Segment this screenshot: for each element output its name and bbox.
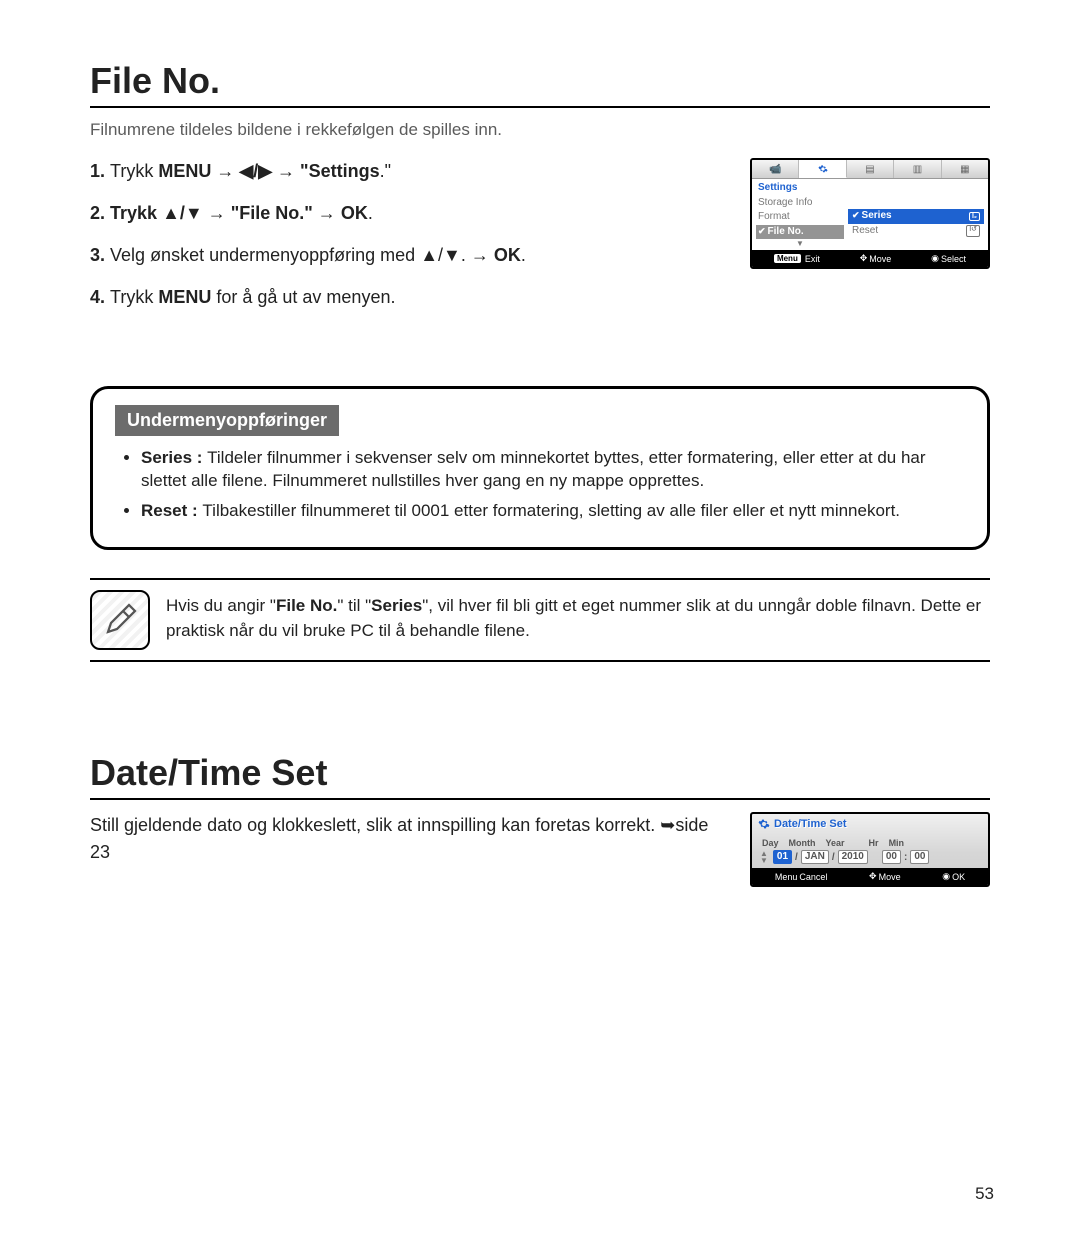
lcd-tab-3-icon: ▤	[847, 160, 894, 178]
value-day: 01	[773, 850, 792, 864]
lcd-menu-head: Settings	[756, 181, 844, 196]
section2-title: Date/Time Set	[90, 752, 990, 794]
lcd-tab-5-icon: ▦	[942, 160, 988, 178]
value-hr: 00	[882, 850, 901, 864]
lcd-down-arrow-icon: ▼	[756, 239, 844, 248]
lcd-tab-video-icon: 📹	[752, 160, 799, 178]
note-icon	[90, 590, 150, 650]
reset-indicator-icon: I↺	[966, 225, 980, 238]
page-number: 53	[975, 1184, 994, 1204]
gear-icon	[758, 818, 770, 830]
down-arrow-icon: ▼	[760, 857, 768, 864]
step-3: Velg ønsket undermenyoppføring med ▲/▼. …	[90, 242, 726, 270]
section2-text: Still gjeldende dato og klokkeslett, sli…	[90, 812, 726, 866]
lcd-datetime-screenshot: Date/Time Set Day Month Year Hr Min ▲▼ 0…	[750, 812, 990, 887]
section1-intro: Filnumrene tildeles bildene i rekkefølge…	[90, 120, 990, 140]
section1-rule	[90, 106, 990, 108]
step-4: Trykk MENU for å gå ut av menyen.	[90, 284, 726, 312]
value-year: 2010	[838, 850, 868, 864]
lcd2-values-row: ▲▼ 01 / JAN / 2010 00 : 00	[752, 850, 988, 868]
ok-icon: ◉	[942, 871, 950, 882]
lcd-tab-4-icon: ▥	[894, 160, 941, 178]
lcd-submenu-series: ✔Series I₂	[848, 209, 984, 224]
lcd-menu-row-format: Format	[756, 210, 844, 225]
submenu-item-reset: Reset : Tilbakestiller filnummeret til 0…	[141, 499, 965, 523]
lcd2-footer: MenuCancel ✥Move ◉OK	[752, 868, 988, 885]
move-icon: ✥	[869, 871, 877, 882]
lcd-submenu-reset: Reset I↺	[848, 224, 984, 239]
submenu-box: Undermenyoppføringer Series : Tildeler f…	[90, 386, 990, 550]
lcd-menu-row-fileno: ✔File No.	[756, 225, 844, 240]
lcd2-title: Date/Time Set	[774, 818, 847, 830]
lcd2-labels-row: Day Month Year Hr Min	[752, 832, 988, 850]
lcd-settings-screenshot: 📹 ▤ ▥ ▦ Settings Storage Info Format ✔Fi…	[750, 158, 990, 269]
submenu-item-series: Series : Tildeler filnummer i sekvenser …	[141, 446, 965, 494]
value-min: 00	[910, 850, 929, 864]
move-icon: ✥	[860, 253, 868, 264]
lcd-tab-gear-icon	[799, 160, 846, 178]
step-2: Trykk ▲/▼ → "File No." → OK.	[90, 200, 726, 228]
lcd-menu-row-storage: Storage Info	[756, 196, 844, 211]
section2-rule	[90, 798, 990, 800]
steps-list: Trykk MENU → ◀/▶ → "Settings." Trykk ▲/▼…	[90, 158, 726, 312]
step-1: Trykk MENU → ◀/▶ → "Settings."	[90, 158, 726, 186]
note-row: Hvis du angir "File No." til "Series", v…	[90, 578, 990, 662]
submenu-box-title: Undermenyoppføringer	[115, 405, 339, 436]
section1-title: File No.	[90, 60, 990, 102]
lcd-footer: MenuExit ✥Move ◉Select	[752, 250, 988, 267]
select-icon: ◉	[931, 253, 939, 264]
note-text: Hvis du angir "File No." til "Series", v…	[166, 590, 990, 643]
value-month: JAN	[801, 850, 829, 864]
series-indicator-icon: I₂	[969, 212, 980, 221]
